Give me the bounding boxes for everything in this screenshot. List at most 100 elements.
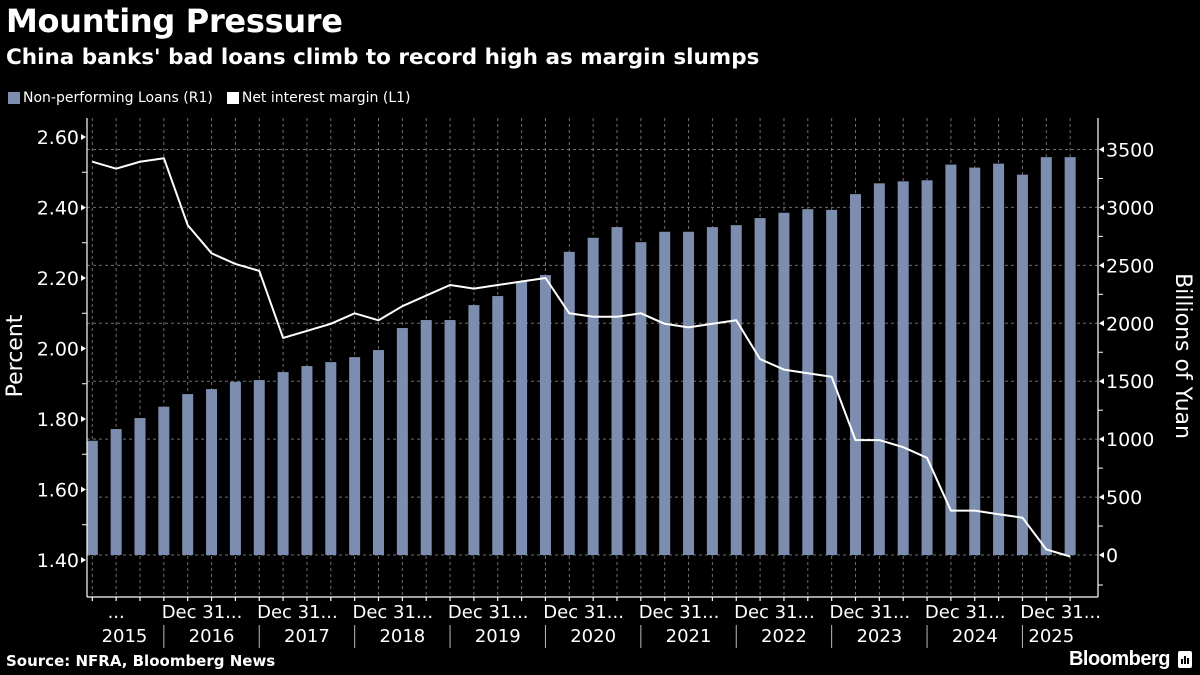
npl-bar — [563, 251, 575, 555]
npl-bar — [706, 227, 718, 556]
legend-item-npl: Non-performing Loans (R1) — [8, 90, 213, 106]
x-year-label: 2022 — [761, 626, 807, 647]
npl-bar — [802, 209, 814, 555]
x-tick-label: Dec 31... — [734, 602, 815, 623]
npl-bar — [850, 194, 861, 556]
y-left-tick-label: 1.80 — [37, 409, 79, 431]
x-year-label: 2024 — [952, 626, 998, 647]
npl-bar — [659, 231, 671, 555]
npl-bar — [206, 389, 218, 555]
npl-bar — [492, 296, 504, 555]
x-tick-label: ... — [108, 602, 125, 623]
x-year-label: 2019 — [475, 626, 521, 647]
y-right-tick — [1099, 204, 1104, 211]
npl-bar — [730, 225, 742, 555]
npl-bar — [945, 164, 957, 555]
npl-bar — [349, 357, 361, 555]
npl-bar — [420, 320, 432, 555]
npl-bar — [539, 275, 551, 555]
npl-bar — [969, 167, 981, 555]
x-tick-label: Dec 31... — [543, 602, 624, 623]
y-left-tick — [81, 275, 86, 281]
npl-bar — [1016, 174, 1028, 556]
y-left-tick — [81, 345, 86, 352]
npl-bar — [754, 218, 766, 555]
y-left-tick — [81, 557, 86, 563]
y-right-tick-label: 3000 — [1106, 197, 1154, 219]
y-left-tick-label: 1.40 — [37, 550, 79, 572]
x-tick-label: Dec 31... — [639, 602, 720, 623]
y-left-tick-label: 1.60 — [37, 480, 79, 502]
npl-bar — [873, 183, 885, 555]
y-left-tick-label: 2.60 — [37, 127, 79, 149]
npl-bar — [253, 380, 265, 555]
x-tick-label: Dec 31... — [1020, 602, 1101, 623]
y-right-tick — [1099, 262, 1104, 269]
y-right-tick-label: 500 — [1106, 487, 1142, 509]
legend-item-nim: Net interest margin (L1) — [226, 90, 411, 106]
legend-label-nim: Net interest margin (L1) — [241, 90, 411, 106]
npl-bar — [373, 350, 384, 555]
axes: 2.60 2.40 2.20 2.00 1.80 1.60 1.40 3500 3000 2500… — [37, 118, 1154, 648]
nim-line-path — [92, 157, 1071, 558]
npl-bar — [826, 209, 838, 555]
npl-bar — [134, 418, 146, 555]
npl-bar — [993, 163, 1005, 555]
x-year-label: 2025 — [1028, 626, 1074, 647]
x-year-label: 2020 — [570, 626, 616, 647]
y-right-tick-label: 2000 — [1106, 313, 1154, 335]
y-right-tick — [1099, 552, 1104, 558]
legend: Non-performing Loans (R1) Net interest m… — [8, 90, 425, 106]
npl-bar — [301, 366, 313, 555]
y-left-tick — [81, 204, 86, 211]
y-right-tick-label: 3500 — [1106, 140, 1154, 162]
x-year-label: 2016 — [189, 626, 235, 647]
bloomberg-wordmark: Bloomberg — [1068, 648, 1171, 670]
y-left-tick — [81, 134, 86, 140]
y-right-axis-label: Billions of Yuan — [1170, 273, 1195, 439]
npl-bar — [325, 362, 337, 555]
y-right-tick — [1099, 146, 1104, 153]
npl-bar — [444, 320, 456, 555]
npl-bar — [611, 227, 623, 556]
npl-bar — [182, 394, 194, 555]
source-note: Source: NFRA, Bloomberg News — [6, 652, 276, 670]
npl-bar — [277, 372, 289, 555]
npl-bar — [110, 429, 122, 555]
x-year-label: 2017 — [284, 626, 330, 647]
y-left-tick — [81, 416, 86, 422]
x-tick-label: Dec 31... — [257, 602, 338, 623]
legend-swatch-nim — [226, 92, 239, 104]
x-year-label: 2018 — [379, 626, 425, 647]
npl-bar — [921, 180, 933, 555]
bloomberg-chart-icon — [1178, 651, 1192, 668]
npl-bar — [778, 212, 790, 555]
npl-bar — [897, 181, 909, 555]
x-tick-label: Dec 31... — [925, 602, 1006, 623]
x-year-label: 2023 — [856, 626, 902, 647]
y-left-axis-label: Percent — [3, 314, 28, 397]
y-right-tick — [1099, 320, 1104, 327]
npl-bar — [516, 281, 528, 555]
x-tick-label: Dec 31... — [352, 602, 433, 623]
npl-bars — [86, 157, 1076, 556]
y-right-tick — [1099, 378, 1104, 385]
npl-bar — [396, 328, 408, 555]
chart-title: Mounting Pressure — [6, 2, 343, 40]
y-right-tick-label: 0 — [1106, 545, 1118, 567]
npl-bar — [1064, 157, 1076, 555]
x-tick-label: Dec 31... — [829, 602, 910, 623]
y-right-tick-label: 1000 — [1106, 429, 1154, 451]
x-tick-label: Dec 31... — [162, 602, 243, 623]
bloomberg-brand: Bloomberg — [1069, 648, 1192, 671]
npl-bar — [1040, 157, 1052, 555]
npl-bar — [468, 305, 480, 555]
npl-bar — [587, 237, 599, 555]
y-left-tick-label: 2.20 — [37, 268, 79, 290]
y-left-tick — [81, 486, 86, 493]
npl-bar — [158, 406, 170, 555]
y-left-tick-label: 2.40 — [37, 198, 79, 220]
x-tick-label: Dec 31... — [448, 602, 529, 623]
npl-bar — [635, 242, 647, 555]
